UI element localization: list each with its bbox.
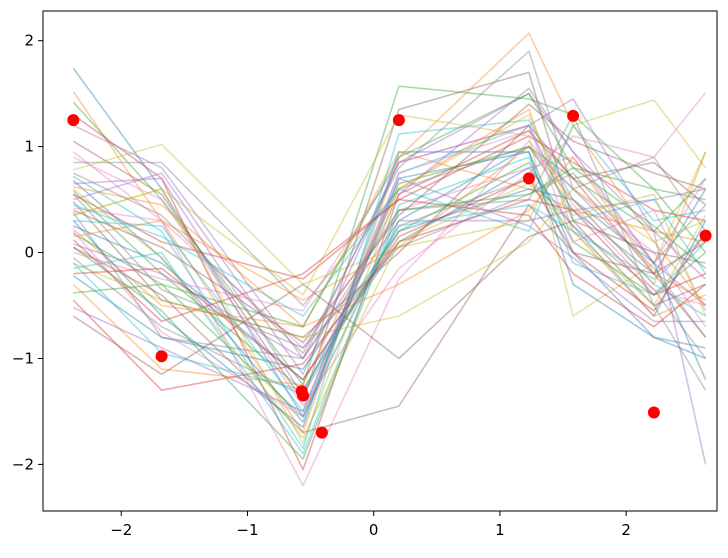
- series-line-3: [72, 85, 706, 386]
- series-line-11: [72, 151, 706, 423]
- series-line-1: [72, 67, 707, 418]
- series-line-25: [73, 188, 706, 360]
- x-tick-label: 1: [495, 521, 505, 539]
- observation-point-1: [67, 114, 80, 127]
- series-line-8: [73, 145, 707, 307]
- observation-points-layer: [67, 109, 712, 439]
- series-line-22: [72, 156, 706, 328]
- series-line-32: [72, 108, 706, 386]
- series-line-34: [72, 198, 706, 392]
- observation-point-5: [315, 426, 328, 439]
- series-line-43: [72, 167, 707, 460]
- plot-frame: [42, 10, 718, 512]
- series-line-36: [72, 219, 706, 376]
- y-tick-label: 0: [24, 244, 34, 262]
- observation-point-7: [522, 172, 535, 185]
- observation-point-4: [297, 389, 309, 402]
- x-tick-label: 2: [621, 521, 631, 539]
- series-line-40: [73, 124, 706, 317]
- series-line-30: [73, 156, 707, 455]
- series-line-7: [72, 151, 707, 349]
- observation-point-6: [392, 114, 405, 127]
- series-line-41: [72, 151, 706, 429]
- series-line-42: [73, 145, 707, 302]
- y-tick-label: 1: [24, 138, 34, 156]
- series-line-23: [72, 145, 707, 418]
- series-line-45: [73, 87, 707, 397]
- series-line-33: [73, 92, 707, 328]
- x-axis: −2 −1 0 1 2: [110, 511, 631, 539]
- series-line-21: [72, 167, 707, 381]
- x-tick-label: 0: [369, 521, 379, 539]
- series-layer: [72, 32, 707, 487]
- series-line-19: [73, 114, 707, 317]
- y-axis: −2 −1 0 1 2: [12, 32, 43, 473]
- series-line-50: [72, 204, 707, 392]
- series-line-20: [73, 124, 707, 413]
- series-line-38: [72, 50, 707, 355]
- series-line-16: [72, 124, 707, 339]
- series-line-48: [72, 172, 707, 349]
- series-line-6: [72, 71, 706, 402]
- series-line-35: [72, 177, 706, 413]
- x-tick-label: −1: [236, 521, 258, 539]
- series-line-44: [73, 177, 707, 381]
- series-line-5: [72, 98, 707, 465]
- series-line-31: [72, 188, 707, 380]
- series-line-26: [72, 204, 707, 434]
- series-line-13: [72, 161, 707, 392]
- series-line-14: [72, 135, 706, 280]
- series-line-29: [72, 188, 706, 339]
- series-line-47: [72, 129, 706, 418]
- y-tick-label: 2: [24, 32, 34, 50]
- series-line-2: [72, 32, 707, 434]
- series-line-39: [72, 182, 707, 439]
- observation-point-9: [647, 406, 660, 419]
- series-line-24: [72, 198, 707, 328]
- series-line-10: [72, 119, 707, 450]
- series-line-18: [72, 114, 707, 391]
- plot-area: [43, 11, 717, 511]
- observation-point-8: [567, 109, 580, 122]
- observation-point-2: [155, 350, 168, 363]
- y-tick-label: −2: [12, 455, 34, 473]
- series-line-9: [73, 99, 707, 286]
- y-tick-label: −1: [12, 349, 34, 367]
- series-line-37: [72, 92, 707, 407]
- series-line-4: [72, 114, 707, 471]
- observation-point-10: [699, 229, 712, 242]
- x-tick-label: −2: [110, 521, 132, 539]
- series-line-46: [72, 103, 706, 344]
- series-line-27: [73, 124, 707, 312]
- series-line-12: [73, 151, 706, 328]
- series-line-17: [73, 140, 707, 487]
- series-line-49: [73, 114, 707, 445]
- series-line-28: [72, 177, 707, 397]
- series-line-15: [73, 92, 707, 376]
